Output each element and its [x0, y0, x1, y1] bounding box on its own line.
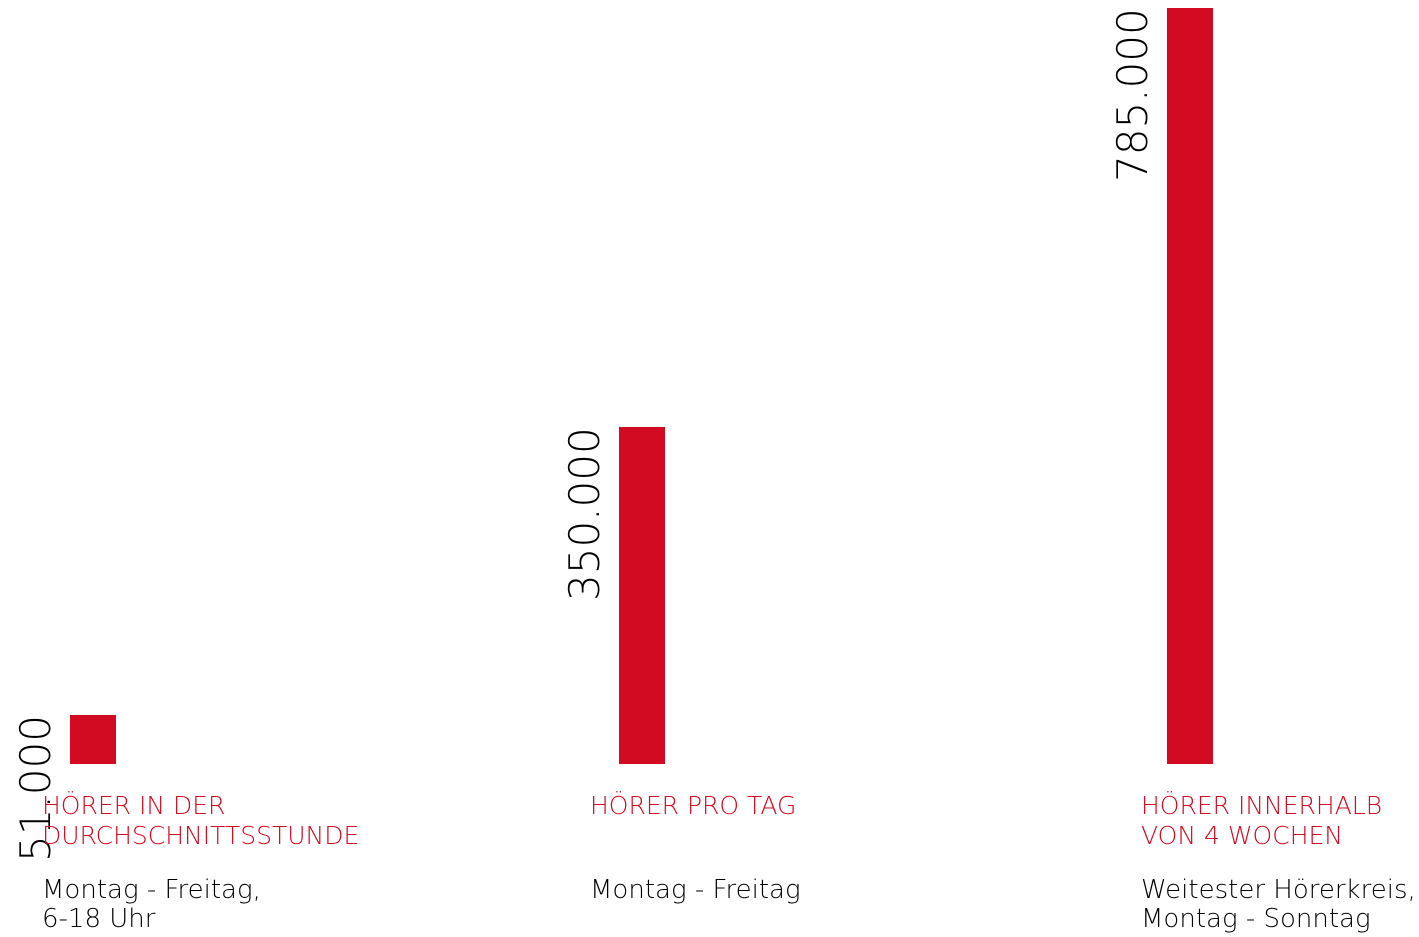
category-subtitle-3: Weitester Hörerkreis, Montag - Sonntag	[1141, 876, 1416, 934]
bar-2	[619, 426, 665, 764]
category-subtitle-line: Weitester Hörerkreis,	[1141, 875, 1416, 905]
category-title-line: DURCHSCHNITTSSTUNDE	[42, 821, 360, 850]
category-title-line: HÖRER INNERHALB	[1141, 791, 1383, 820]
category-subtitle-line: Montag - Sonntag	[1141, 904, 1371, 934]
category-subtitle-2: Montag - Freitag	[590, 876, 801, 905]
category-subtitle-line: Montag - Freitag,	[42, 875, 261, 905]
bar-1	[70, 714, 116, 764]
category-title-3: HÖRER INNERHALB VON 4 WOCHEN	[1141, 791, 1382, 851]
category-title-1: HÖRER IN DER DURCHSCHNITTSSTUNDE	[42, 791, 359, 851]
bar-value-label-3: 785.000	[1108, 8, 1157, 182]
category-title-line: HÖRER PRO TAG	[590, 791, 797, 820]
bar-3	[1167, 8, 1213, 764]
bar-value-label-2: 350.000	[560, 426, 609, 601]
category-subtitle-line: Montag - Freitag	[590, 875, 801, 905]
category-title-line: VON 4 WOCHEN	[1141, 821, 1343, 850]
category-subtitle-line: 6-18 Uhr	[42, 904, 156, 934]
category-title-2: HÖRER PRO TAG	[590, 791, 796, 821]
category-title-line: HÖRER IN DER	[42, 791, 226, 820]
category-subtitle-1: Montag - Freitag, 6-18 Uhr	[42, 876, 261, 934]
